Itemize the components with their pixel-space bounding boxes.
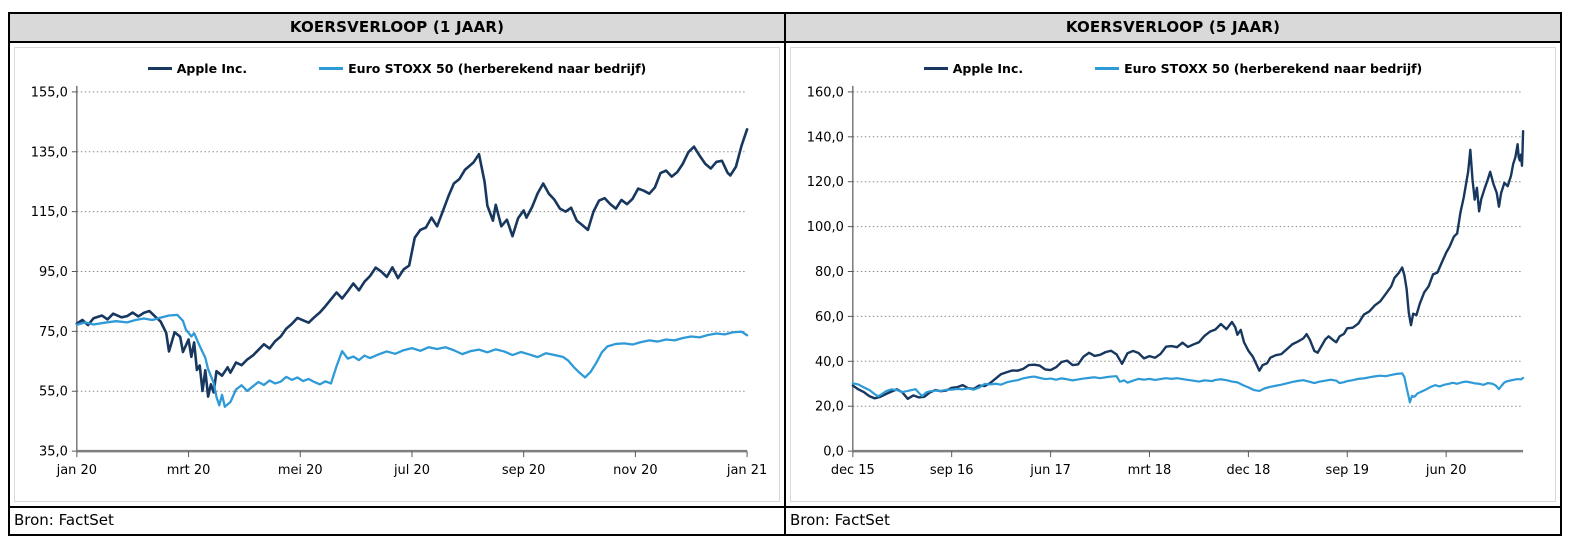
svg-text:jul 20: jul 20 bbox=[393, 463, 430, 478]
legend-item-stoxx: Euro STOXX 50 (herberekend naar bedrijf) bbox=[1095, 61, 1422, 76]
legend-5-jaar: Apple Inc. Euro STOXX 50 (herberekend na… bbox=[791, 61, 1555, 76]
legend-1-jaar: Apple Inc. Euro STOXX 50 (herberekend na… bbox=[15, 61, 779, 76]
svg-text:55,0: 55,0 bbox=[39, 385, 68, 400]
svg-text:115,0: 115,0 bbox=[31, 205, 68, 220]
legend-label-stoxx: Euro STOXX 50 (herberekend naar bedrijf) bbox=[348, 61, 647, 76]
chart-title-1-jaar: KOERSVERLOOP (1 JAAR) bbox=[10, 14, 784, 43]
svg-text:jan 21: jan 21 bbox=[726, 463, 767, 478]
source-note-5-jaar: Bron: FactSet bbox=[786, 506, 1560, 534]
svg-text:mrt 20: mrt 20 bbox=[167, 463, 211, 478]
legend-item-apple: Apple Inc. bbox=[923, 61, 1024, 76]
stoxx-line-swatch bbox=[1095, 67, 1120, 70]
svg-text:95,0: 95,0 bbox=[39, 265, 68, 280]
panel-1-jaar: KOERSVERLOOP (1 JAAR) Apple Inc. Euro ST… bbox=[10, 14, 786, 534]
svg-text:dec 15: dec 15 bbox=[831, 463, 875, 478]
price-chart-5-jaar: 0,0 20,0 40,0 60,0 80,0 100,0 120,0 140,0 160,0 d… bbox=[807, 85, 1525, 478]
svg-text:100,0: 100,0 bbox=[807, 220, 844, 235]
svg-text:mrt 18: mrt 18 bbox=[1128, 463, 1172, 478]
svg-text:sep 19: sep 19 bbox=[1325, 463, 1369, 478]
svg-text:sep 16: sep 16 bbox=[930, 463, 974, 478]
chart-title-5-jaar: KOERSVERLOOP (5 JAAR) bbox=[786, 14, 1560, 43]
chart-area-5-jaar: Apple Inc. Euro STOXX 50 (herberekend na… bbox=[786, 43, 1560, 506]
svg-text:mei 20: mei 20 bbox=[278, 463, 323, 478]
legend-item-apple: Apple Inc. bbox=[147, 61, 248, 76]
svg-text:40,0: 40,0 bbox=[815, 355, 844, 370]
chart-area-1-jaar: Apple Inc. Euro STOXX 50 (herberekend na… bbox=[10, 43, 784, 506]
svg-text:140,0: 140,0 bbox=[807, 130, 844, 145]
svg-text:155,0: 155,0 bbox=[31, 85, 68, 100]
svg-text:dec 18: dec 18 bbox=[1226, 463, 1270, 478]
svg-text:120,0: 120,0 bbox=[807, 175, 844, 190]
price-chart-1-jaar: 35,0 55,0 75,0 95,0 115,0 135,0 155,0 jan 20 mrt… bbox=[31, 85, 767, 478]
svg-text:135,0: 135,0 bbox=[31, 145, 68, 160]
legend-label-apple: Apple Inc. bbox=[952, 61, 1024, 76]
svg-text:160,0: 160,0 bbox=[807, 85, 844, 100]
svg-text:nov 20: nov 20 bbox=[613, 463, 657, 478]
panel-5-jaar: KOERSVERLOOP (5 JAAR) Apple Inc. Euro ST… bbox=[786, 14, 1560, 534]
svg-text:35,0: 35,0 bbox=[39, 445, 68, 460]
stoxx-line-swatch bbox=[319, 67, 344, 70]
svg-text:75,0: 75,0 bbox=[39, 325, 68, 340]
svg-text:0,0: 0,0 bbox=[823, 445, 844, 460]
legend-label-stoxx: Euro STOXX 50 (herberekend naar bedrijf) bbox=[1124, 61, 1423, 76]
legend-label-apple: Apple Inc. bbox=[176, 61, 248, 76]
svg-text:60,0: 60,0 bbox=[815, 310, 844, 325]
svg-text:sep 20: sep 20 bbox=[502, 463, 546, 478]
chart-box-5-jaar: Apple Inc. Euro STOXX 50 (herberekend na… bbox=[790, 47, 1556, 502]
apple-line-swatch bbox=[923, 67, 948, 70]
apple-line-swatch bbox=[147, 67, 172, 70]
svg-text:20,0: 20,0 bbox=[815, 400, 844, 415]
svg-text:80,0: 80,0 bbox=[815, 265, 844, 280]
svg-text:jan 20: jan 20 bbox=[56, 463, 97, 478]
svg-text:jun 17: jun 17 bbox=[1029, 463, 1071, 478]
svg-text:jun 20: jun 20 bbox=[1425, 463, 1467, 478]
chart-box-1-jaar: Apple Inc. Euro STOXX 50 (herberekend na… bbox=[14, 47, 780, 502]
koersverloop-dashboard: KOERSVERLOOP (1 JAAR) Apple Inc. Euro ST… bbox=[8, 12, 1562, 536]
legend-item-stoxx: Euro STOXX 50 (herberekend naar bedrijf) bbox=[319, 61, 646, 76]
source-note-1-jaar: Bron: FactSet bbox=[10, 506, 784, 534]
